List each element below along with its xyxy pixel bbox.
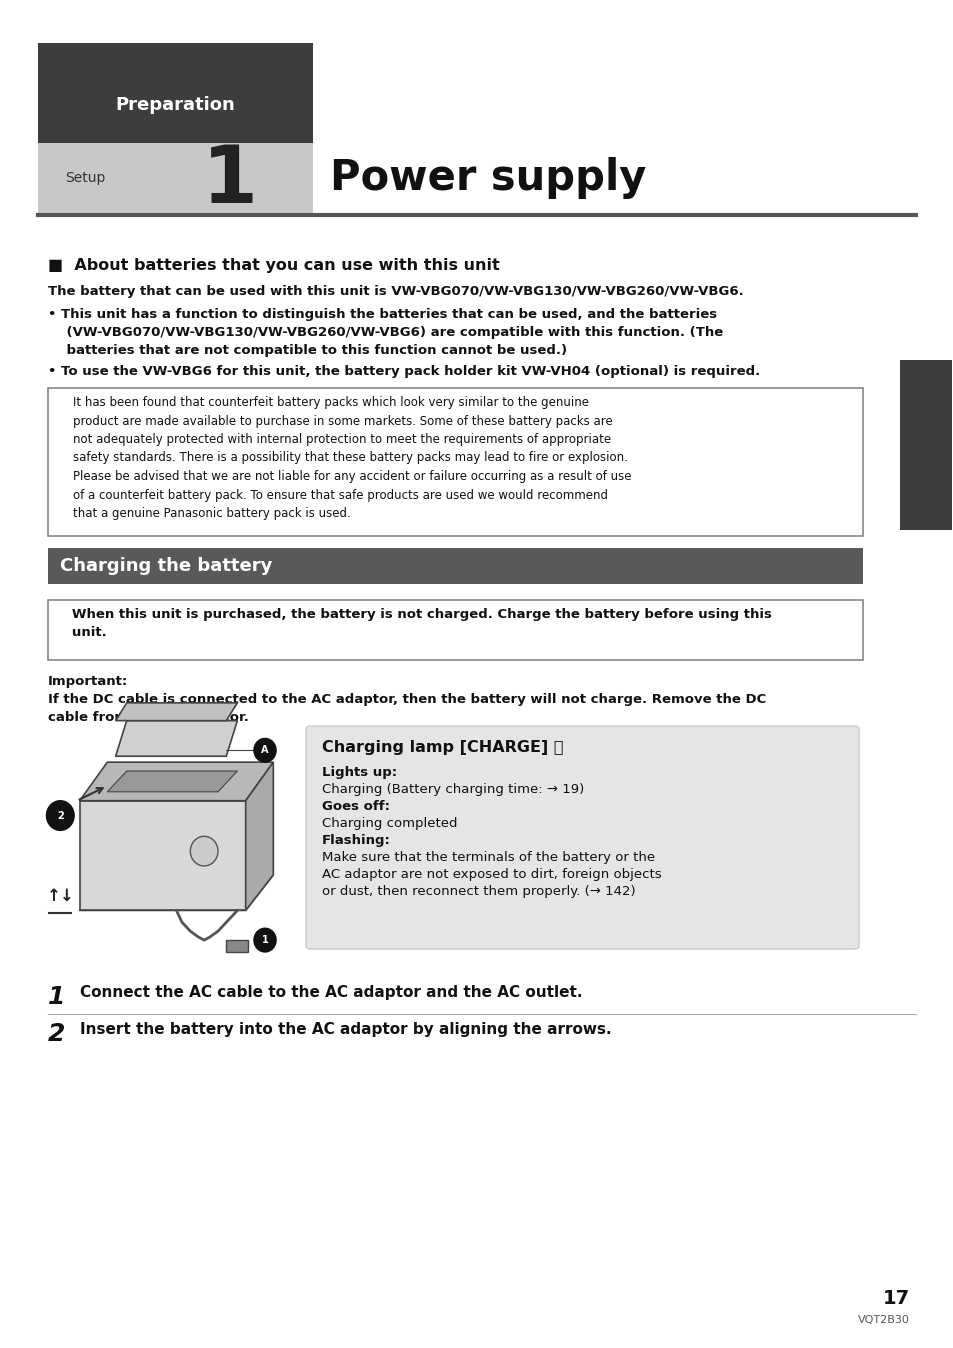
Text: Charging completed: Charging completed xyxy=(322,817,457,830)
Bar xyxy=(899,360,951,530)
Bar xyxy=(48,549,862,584)
Text: AC adaptor are not exposed to dirt, foreign objects: AC adaptor are not exposed to dirt, fore… xyxy=(322,868,661,882)
Text: Flashing:: Flashing: xyxy=(322,834,391,847)
Bar xyxy=(48,600,862,661)
Polygon shape xyxy=(79,875,274,910)
Text: Power supply: Power supply xyxy=(330,156,646,200)
Bar xyxy=(38,143,313,213)
Text: Lights up:: Lights up: xyxy=(322,766,396,779)
Bar xyxy=(48,388,862,537)
Text: Charging the battery: Charging the battery xyxy=(60,557,273,576)
Text: (VW-VBG070/VW-VBG130/VW-VBG260/VW-VBG6) are compatible with this function. (The: (VW-VBG070/VW-VBG130/VW-VBG260/VW-VBG6) … xyxy=(48,326,722,338)
Text: Setup: Setup xyxy=(65,171,105,185)
Text: It has been found that counterfeit battery packs which look very similar to the : It has been found that counterfeit batte… xyxy=(58,396,631,520)
Text: When this unit is purchased, the battery is not charged. Charge the battery befo: When this unit is purchased, the battery… xyxy=(58,608,771,639)
Text: 2: 2 xyxy=(57,810,64,821)
Polygon shape xyxy=(115,721,237,756)
Polygon shape xyxy=(246,762,274,910)
Text: ■  About batteries that you can use with this unit: ■ About batteries that you can use with … xyxy=(48,257,499,274)
Circle shape xyxy=(191,836,218,865)
Text: 2: 2 xyxy=(48,1022,66,1046)
Text: Connect the AC cable to the AC adaptor and the AC outlet.: Connect the AC cable to the AC adaptor a… xyxy=(80,985,582,1000)
Polygon shape xyxy=(79,801,246,910)
Text: Goes off:: Goes off: xyxy=(322,799,390,813)
Polygon shape xyxy=(107,771,237,791)
Text: VQT2B30: VQT2B30 xyxy=(858,1316,909,1325)
Text: Charging lamp [CHARGE] Ⓐ: Charging lamp [CHARGE] Ⓐ xyxy=(322,740,563,755)
Text: 1: 1 xyxy=(261,936,268,945)
Circle shape xyxy=(253,739,275,762)
Text: Important:: Important: xyxy=(48,675,128,687)
Text: 1: 1 xyxy=(48,985,66,1010)
Polygon shape xyxy=(115,702,237,721)
Text: 17: 17 xyxy=(882,1289,909,1308)
Text: If the DC cable is connected to the AC adaptor, then the battery will not charge: If the DC cable is connected to the AC a… xyxy=(48,693,765,724)
FancyBboxPatch shape xyxy=(306,727,858,949)
Circle shape xyxy=(253,929,275,952)
Polygon shape xyxy=(79,762,274,801)
Text: 1: 1 xyxy=(202,142,257,220)
Text: ↑↓: ↑↓ xyxy=(47,887,74,905)
Text: Make sure that the terminals of the battery or the: Make sure that the terminals of the batt… xyxy=(322,851,655,864)
Text: • To use the VW-VBG6 for this unit, the battery pack holder kit VW-VH04 (optiona: • To use the VW-VBG6 for this unit, the … xyxy=(48,365,760,377)
Text: batteries that are not compatible to this function cannot be used.): batteries that are not compatible to thi… xyxy=(48,344,566,357)
Text: Insert the battery into the AC adaptor by aligning the arrows.: Insert the battery into the AC adaptor b… xyxy=(80,1022,611,1037)
Text: or dust, then reconnect them properly. (→ 142): or dust, then reconnect them properly. (… xyxy=(322,886,635,898)
Text: • This unit has a function to distinguish the batteries that can be used, and th: • This unit has a function to distinguis… xyxy=(48,307,717,321)
Text: Preparation: Preparation xyxy=(115,96,235,115)
Text: The battery that can be used with this unit is VW-VBG070/VW-VBG130/VW-VBG260/VW-: The battery that can be used with this u… xyxy=(48,284,743,298)
Circle shape xyxy=(47,801,74,830)
Text: A: A xyxy=(261,745,269,755)
Bar xyxy=(38,43,313,143)
Text: Charging (Battery charging time: → 19): Charging (Battery charging time: → 19) xyxy=(322,783,583,797)
Polygon shape xyxy=(226,940,248,952)
